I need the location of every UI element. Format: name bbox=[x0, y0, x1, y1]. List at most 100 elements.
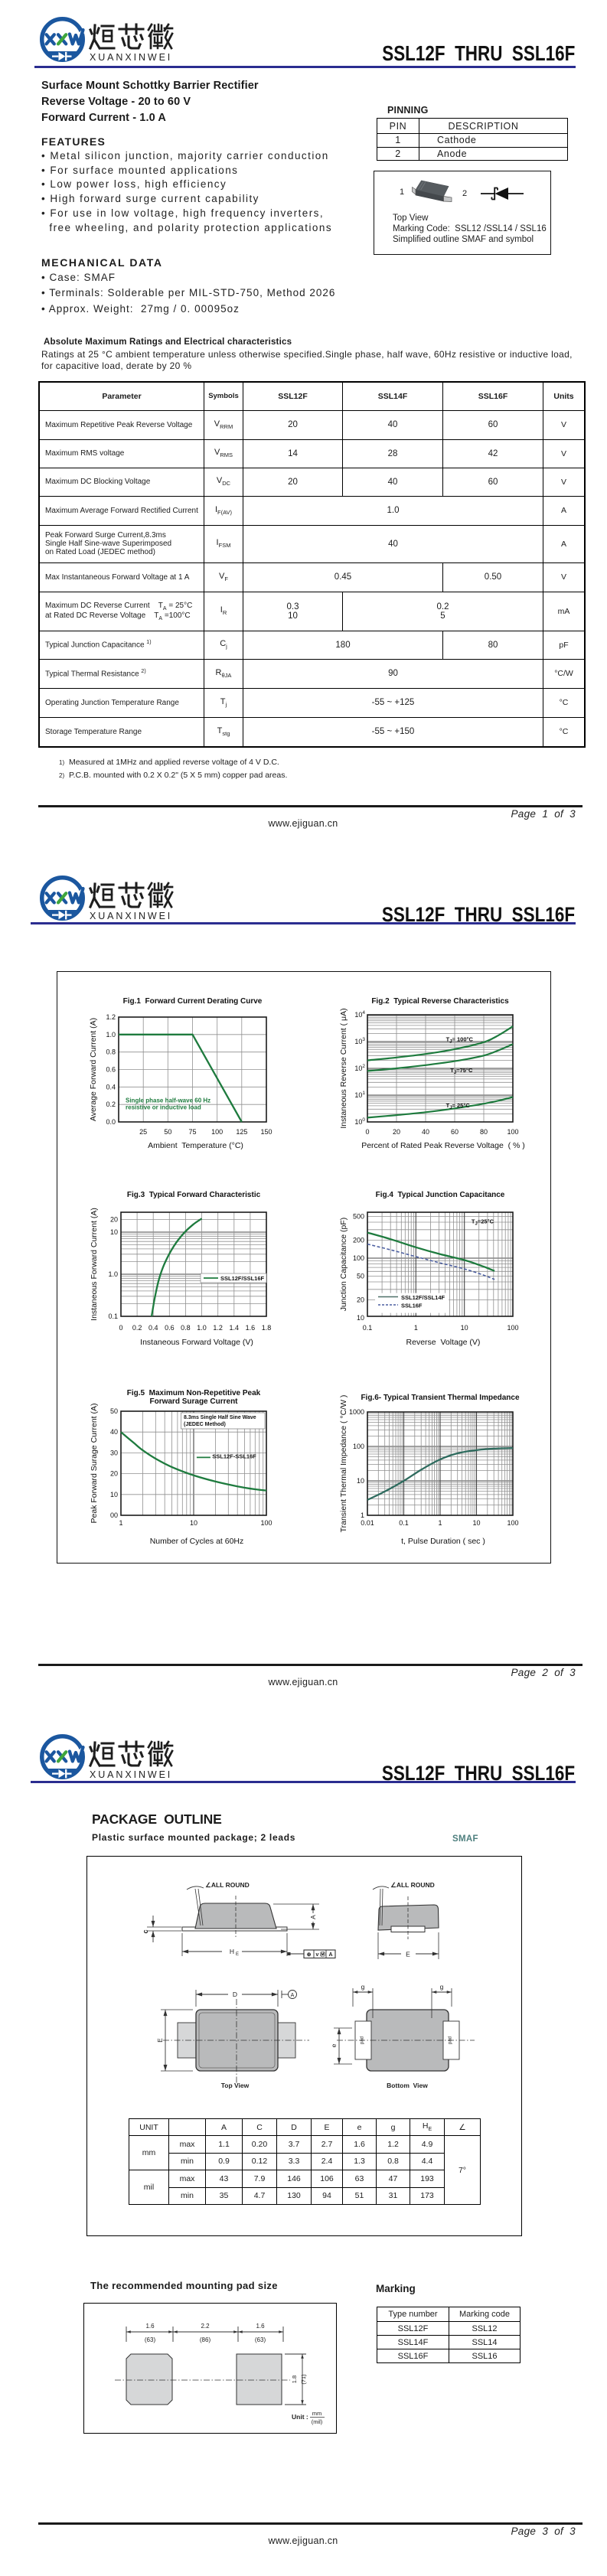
svg-text:104: 104 bbox=[354, 1010, 365, 1019]
svg-text:50: 50 bbox=[357, 1272, 364, 1280]
svg-text:20: 20 bbox=[357, 1296, 364, 1304]
svg-text:Number of Cycles at 60Hz: Number of Cycles at 60Hz bbox=[150, 1537, 244, 1546]
svg-text:25: 25 bbox=[139, 1128, 147, 1136]
svg-text:1: 1 bbox=[414, 1324, 418, 1332]
svg-text:(63): (63) bbox=[145, 2336, 156, 2343]
svg-text:Ambient Temperature (°C): Ambient Temperature (°C) bbox=[148, 1141, 243, 1150]
svg-text:Average Forward Current (A): Average Forward Current (A) bbox=[89, 1018, 98, 1121]
svg-text:Bottom View: Bottom View bbox=[387, 2082, 428, 2089]
svg-text:1: 1 bbox=[438, 1519, 442, 1527]
svg-text:H: H bbox=[230, 1948, 234, 1955]
svg-text:0: 0 bbox=[365, 1128, 369, 1136]
svg-text:1.2: 1.2 bbox=[213, 1324, 223, 1332]
svg-text:A: A bbox=[291, 1993, 295, 1998]
svg-text:(63): (63) bbox=[255, 2336, 266, 2343]
svg-text:Fig.5 Maximum Non-Repetitive: Fig.5 Maximum Non-Repetitive Peak bbox=[127, 1389, 261, 1397]
svg-text:E: E bbox=[236, 1952, 239, 1957]
svg-text:Instaneous Forward Voltage (V): Instaneous Forward Voltage (V) bbox=[140, 1338, 253, 1347]
svg-text:resistive or inductive load: resistive or inductive load bbox=[126, 1104, 201, 1110]
svg-text:Reverse Voltage (V): Reverse Voltage (V) bbox=[406, 1338, 481, 1347]
svg-text:60: 60 bbox=[451, 1128, 459, 1136]
svg-text:g: g bbox=[361, 1983, 365, 1991]
svg-text:g: g bbox=[440, 1983, 444, 1991]
svg-text:200: 200 bbox=[353, 1237, 364, 1244]
svg-text:0.4: 0.4 bbox=[106, 1083, 116, 1091]
svg-text:TJ=25°C: TJ=25°C bbox=[472, 1218, 494, 1226]
svg-text:Percent of Rated Peak Reverse: Percent of Rated Peak Reverse Voltage ( … bbox=[361, 1141, 525, 1150]
svg-text:(71): (71) bbox=[300, 2374, 307, 2385]
svg-text:A: A bbox=[309, 1915, 317, 1919]
svg-text:0.01: 0.01 bbox=[361, 1519, 374, 1527]
svg-text:0.2: 0.2 bbox=[132, 1324, 142, 1332]
svg-text:50: 50 bbox=[110, 1407, 118, 1415]
svg-text:1.6: 1.6 bbox=[256, 2323, 265, 2330]
svg-text:(86): (86) bbox=[200, 2336, 211, 2343]
svg-text:50: 50 bbox=[164, 1128, 171, 1136]
svg-text:150: 150 bbox=[260, 1128, 272, 1136]
svg-text:TJ=75°C: TJ=75°C bbox=[450, 1067, 473, 1075]
svg-text:1: 1 bbox=[361, 1511, 364, 1519]
svg-text:XUANXINWEI: XUANXINWEI bbox=[90, 52, 172, 63]
svg-text:8.3ms Single Half Sine Wave: 8.3ms Single Half Sine Wave bbox=[184, 1415, 256, 1420]
svg-text:10: 10 bbox=[357, 1477, 364, 1485]
svg-text:125: 125 bbox=[236, 1128, 247, 1136]
svg-text:10: 10 bbox=[357, 1314, 364, 1322]
svg-text:100: 100 bbox=[507, 1324, 518, 1332]
svg-text:(mil): (mil) bbox=[312, 2418, 323, 2425]
svg-text:80: 80 bbox=[480, 1128, 488, 1136]
svg-text:SSL12F/SSL14F: SSL12F/SSL14F bbox=[401, 1294, 445, 1301]
svg-text:100: 100 bbox=[260, 1519, 272, 1527]
svg-text:Fig.4 Typical Junction Capaci: Fig.4 Typical Junction Capacitance bbox=[376, 1191, 505, 1199]
svg-text:Fig.3 Typical Forward Charact: Fig.3 Typical Forward Characteristic bbox=[127, 1191, 261, 1199]
svg-text:0.1: 0.1 bbox=[399, 1519, 409, 1527]
svg-text:SSL12F/SSL16F: SSL12F/SSL16F bbox=[220, 1275, 265, 1282]
svg-text:100: 100 bbox=[354, 1117, 365, 1126]
svg-text:500: 500 bbox=[353, 1212, 364, 1220]
svg-text:Fig.2 Typical Reverse Charact: Fig.2 Typical Reverse Characteristics bbox=[371, 997, 509, 1006]
svg-text:(JEDEC Method): (JEDEC Method) bbox=[184, 1422, 226, 1427]
svg-text:c: c bbox=[142, 1929, 149, 1933]
svg-text:∠ALL ROUND: ∠ALL ROUND bbox=[390, 1881, 435, 1889]
svg-text:XUANXINWEI: XUANXINWEI bbox=[90, 1769, 172, 1780]
svg-text:1.0: 1.0 bbox=[108, 1270, 118, 1278]
svg-text:1000: 1000 bbox=[349, 1408, 364, 1416]
svg-text:100: 100 bbox=[353, 1254, 364, 1262]
svg-text:75: 75 bbox=[188, 1128, 196, 1136]
svg-text:10: 10 bbox=[190, 1519, 197, 1527]
svg-text:0.1: 0.1 bbox=[363, 1324, 373, 1332]
svg-text:1.8: 1.8 bbox=[291, 2375, 298, 2383]
svg-text:0.0: 0.0 bbox=[106, 1118, 116, 1126]
svg-text:v: v bbox=[316, 1952, 319, 1958]
svg-text:Fig.6- Typical Transient Therm: Fig.6- Typical Transient Thermal Impedan… bbox=[361, 1394, 520, 1402]
svg-text:⊕: ⊕ bbox=[307, 1952, 312, 1958]
svg-text:40: 40 bbox=[110, 1428, 118, 1436]
svg-text:1.4: 1.4 bbox=[230, 1324, 240, 1332]
svg-text:Top View: Top View bbox=[221, 2082, 250, 2089]
svg-text:t, Pulse Duration ( sec ): t, Pulse Duration ( sec ) bbox=[401, 1537, 485, 1546]
svg-text:40: 40 bbox=[422, 1128, 429, 1136]
svg-text:XUANXINWEI: XUANXINWEI bbox=[90, 911, 172, 921]
svg-text:Peak Forward Surage Current (A: Peak Forward Surage Current (A) bbox=[90, 1404, 99, 1524]
svg-text:0.6: 0.6 bbox=[165, 1324, 175, 1332]
svg-text:1.0: 1.0 bbox=[197, 1324, 207, 1332]
svg-text:10: 10 bbox=[472, 1519, 480, 1527]
svg-text:Ⓜ: Ⓜ bbox=[320, 1951, 325, 1958]
svg-text:1: 1 bbox=[119, 1519, 122, 1527]
svg-text:20: 20 bbox=[110, 1215, 118, 1223]
svg-text:0: 0 bbox=[119, 1324, 122, 1332]
svg-text:100: 100 bbox=[507, 1128, 518, 1136]
svg-text:1.0: 1.0 bbox=[106, 1031, 116, 1039]
svg-text:E: E bbox=[406, 1951, 410, 1958]
svg-text:20: 20 bbox=[393, 1128, 400, 1136]
svg-text:Junction Capacitance (pF): Junction Capacitance (pF) bbox=[339, 1218, 348, 1312]
svg-text:mm: mm bbox=[312, 2410, 322, 2417]
svg-text:Fig.1 Forward Current Deratin: Fig.1 Forward Current Derating Curve bbox=[123, 997, 263, 1006]
svg-text:101: 101 bbox=[354, 1091, 365, 1099]
svg-text:10: 10 bbox=[110, 1228, 118, 1236]
svg-text:Transient Thermal Impedance (: Transient Thermal Impedance ( °C/W ) bbox=[339, 1395, 348, 1533]
svg-text:102: 102 bbox=[354, 1064, 365, 1072]
svg-text:1.2: 1.2 bbox=[106, 1013, 116, 1021]
svg-text:e: e bbox=[330, 2043, 338, 2047]
svg-text:2.2: 2.2 bbox=[201, 2323, 210, 2330]
svg-text:TJ= 25°C: TJ= 25°C bbox=[446, 1102, 471, 1110]
